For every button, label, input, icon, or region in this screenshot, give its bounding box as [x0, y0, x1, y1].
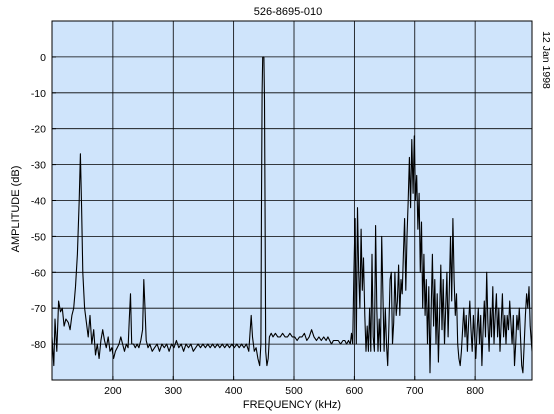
y-tick-label: 0: [40, 52, 46, 64]
x-tick-label: 300: [164, 385, 182, 397]
y-tick-label: -20: [31, 124, 46, 136]
y-axis-ticks: 0 -10 -20 -30 -40 -50 -60 -70 -80: [31, 52, 56, 351]
plot-border: [51, 20, 533, 381]
x-tick-label: 200: [104, 385, 122, 397]
x-tick-label: 600: [346, 385, 364, 397]
y-axis-label: AMPLITUDE (dB): [10, 166, 22, 253]
series-line-0: [52, 56, 532, 374]
x-tick-label: 400: [225, 385, 243, 397]
x-tick-label: 700: [406, 385, 424, 397]
y-tick-label: -10: [31, 88, 46, 100]
y-tick-label: -50: [31, 231, 46, 243]
y-tick-label: -80: [31, 339, 46, 351]
x-tick-label: 500: [285, 385, 303, 397]
y-tick-label: -70: [31, 303, 46, 315]
y-tick-label: -40: [31, 196, 46, 208]
x-axis-ticks: 200 300 400 500 600 700 800: [104, 376, 484, 397]
y-tick-label: -30: [31, 160, 46, 172]
y-tick-label: -60: [31, 267, 46, 279]
x-tick-label: 800: [466, 385, 484, 397]
x-axis-label: FREQUENCY (kHz): [243, 399, 341, 411]
series-group: [52, 56, 532, 374]
date-stamp: 12 Jan 1998: [540, 31, 552, 89]
chart-title: 526-8695-010: [254, 6, 323, 18]
